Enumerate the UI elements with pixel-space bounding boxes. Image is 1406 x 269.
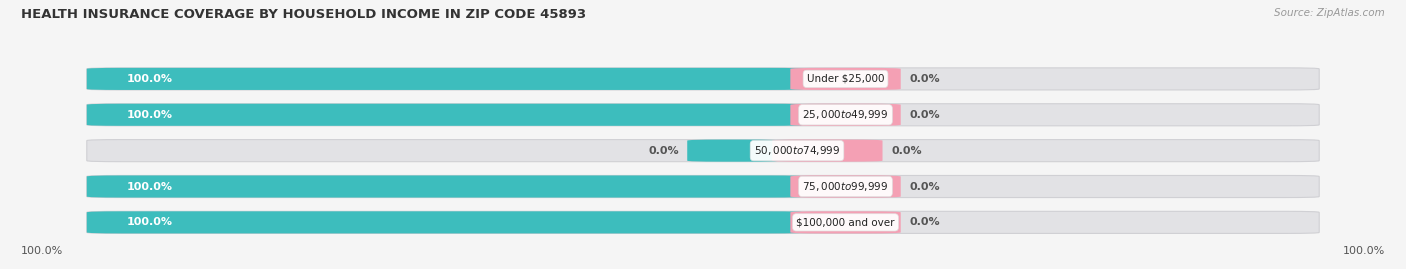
Text: $25,000 to $49,999: $25,000 to $49,999 (803, 108, 889, 121)
Text: 100.0%: 100.0% (127, 74, 173, 84)
Text: 0.0%: 0.0% (910, 182, 939, 192)
FancyBboxPatch shape (790, 104, 901, 126)
Text: 0.0%: 0.0% (910, 217, 939, 227)
FancyBboxPatch shape (87, 175, 804, 197)
Text: 100.0%: 100.0% (127, 110, 173, 120)
FancyBboxPatch shape (87, 104, 1319, 126)
Text: Under $25,000: Under $25,000 (807, 74, 884, 84)
FancyBboxPatch shape (772, 140, 883, 162)
FancyBboxPatch shape (87, 175, 1319, 197)
FancyBboxPatch shape (87, 104, 804, 126)
Text: $50,000 to $74,999: $50,000 to $74,999 (754, 144, 841, 157)
Text: $100,000 and over: $100,000 and over (796, 217, 894, 227)
Text: HEALTH INSURANCE COVERAGE BY HOUSEHOLD INCOME IN ZIP CODE 45893: HEALTH INSURANCE COVERAGE BY HOUSEHOLD I… (21, 8, 586, 21)
Text: 100.0%: 100.0% (127, 182, 173, 192)
Text: 0.0%: 0.0% (648, 146, 679, 156)
FancyBboxPatch shape (87, 68, 804, 90)
FancyBboxPatch shape (87, 68, 1319, 90)
Text: $75,000 to $99,999: $75,000 to $99,999 (803, 180, 889, 193)
FancyBboxPatch shape (87, 211, 1319, 233)
FancyBboxPatch shape (87, 140, 1319, 162)
Text: 100.0%: 100.0% (127, 217, 173, 227)
Text: 100.0%: 100.0% (21, 246, 63, 256)
Text: 0.0%: 0.0% (891, 146, 922, 156)
FancyBboxPatch shape (790, 68, 901, 90)
Text: 0.0%: 0.0% (910, 110, 939, 120)
FancyBboxPatch shape (688, 140, 779, 162)
Text: 100.0%: 100.0% (1343, 246, 1385, 256)
FancyBboxPatch shape (87, 211, 804, 233)
Text: Source: ZipAtlas.com: Source: ZipAtlas.com (1274, 8, 1385, 18)
Text: 0.0%: 0.0% (910, 74, 939, 84)
FancyBboxPatch shape (790, 211, 901, 233)
FancyBboxPatch shape (790, 175, 901, 197)
